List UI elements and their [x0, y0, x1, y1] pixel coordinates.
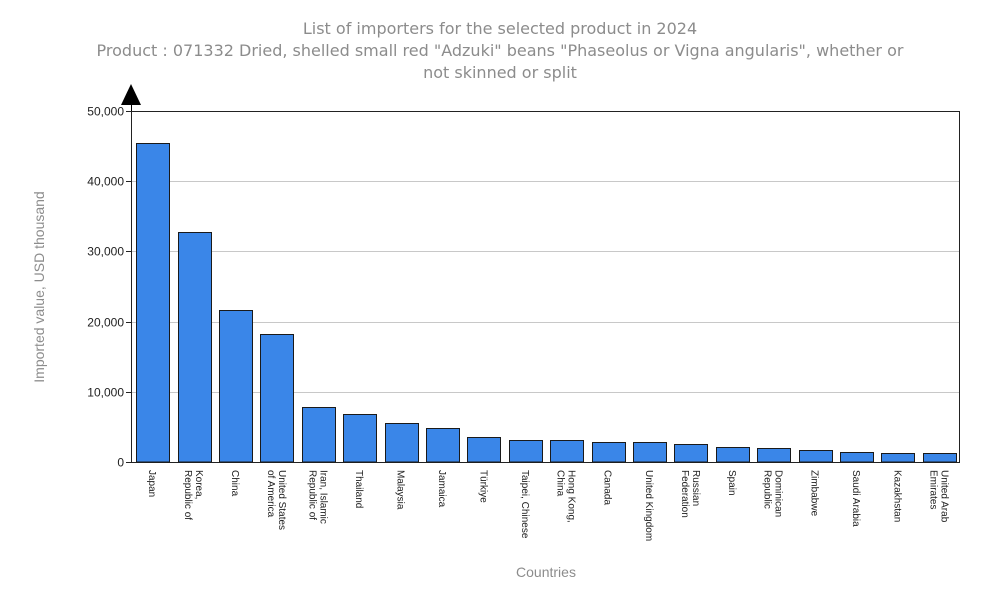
x-tick-label: Türkiye — [477, 470, 488, 503]
bar — [674, 444, 708, 463]
bar — [799, 450, 833, 463]
x-tick-label-line: Federation — [679, 470, 690, 518]
x-tick-label-line: Russian — [690, 470, 701, 506]
x-tick-label-line: Republic of — [182, 470, 193, 520]
bar — [716, 447, 750, 463]
x-tick-label-line: China — [229, 470, 240, 497]
bar — [219, 310, 253, 463]
x-tick-label-line: China — [555, 470, 566, 497]
x-tick-label: Zimbabwe — [809, 470, 820, 517]
chart-title: List of importers for the selected produ… — [302, 19, 698, 38]
x-tick-label-line: United Kingdom — [643, 470, 654, 541]
x-tick-label-line: Canada — [602, 470, 613, 505]
bar — [840, 452, 874, 463]
x-tick-label-line: Thailand — [353, 470, 364, 508]
y-tick-label: 20,000 — [87, 316, 124, 330]
x-tick-label: Thailand — [353, 470, 364, 508]
x-tick-label-line: Jamaica — [436, 470, 447, 508]
plot-frame — [131, 111, 960, 463]
y-tick-label: 50,000 — [87, 105, 124, 119]
bar — [757, 448, 791, 463]
y-tick-label: 10,000 — [87, 386, 124, 400]
x-tick-label-line: United Arab — [938, 470, 949, 523]
y-axis-label: Imported value, USD thousand — [31, 191, 47, 383]
x-tick-label-line: Kazakhstan — [891, 470, 902, 522]
bar — [385, 423, 419, 463]
x-tick-label-line: United States — [276, 470, 287, 530]
x-tick-label-line: Saudi Arabia — [850, 470, 861, 527]
x-tick-label-line: Iran, Islamic — [317, 470, 328, 524]
x-tick-label-line: Emirates — [927, 470, 938, 509]
x-tick-label-line: Malaysia — [395, 470, 406, 510]
y-tick-label: 0 — [117, 456, 124, 470]
bar — [923, 453, 957, 463]
bar — [426, 428, 460, 463]
y-tick-label: 30,000 — [87, 245, 124, 259]
bar — [509, 440, 543, 463]
x-tick-label-line: Türkiye — [477, 470, 488, 503]
chart-title-block: List of importers for the selected produ… — [0, 18, 1000, 84]
x-tick-label: Taipei, Chinese — [519, 470, 530, 539]
x-tick-label: Saudi Arabia — [850, 470, 861, 527]
bar — [550, 440, 584, 463]
bar — [343, 414, 377, 463]
x-tick-label-line: Hong Kong, — [566, 470, 577, 523]
x-tick-label: China — [229, 470, 240, 497]
x-tick-label: Hong Kong,China — [555, 470, 577, 523]
bar — [633, 442, 667, 463]
x-tick-label-line: Zimbabwe — [809, 470, 820, 517]
bar — [881, 453, 915, 463]
x-tick-label: United Kingdom — [643, 470, 654, 541]
x-tick-label-line: Spain — [726, 470, 737, 496]
x-tick-label: Spain — [726, 470, 737, 496]
x-tick-label: Jamaica — [436, 470, 447, 508]
x-tick-label-line: Republic of — [306, 470, 317, 520]
x-tick-label-line: Taipei, Chinese — [519, 470, 530, 539]
x-tick-label: Canada — [602, 470, 613, 505]
x-tick-label: Korea,Republic of — [182, 470, 204, 520]
x-tick-label-line: Dominican — [773, 470, 784, 517]
bar — [136, 143, 170, 463]
x-tick-label-line: Republic — [762, 470, 773, 509]
chart-subtitle-line-2: not skinned or split — [423, 63, 577, 82]
chart-subtitle-line-1: Product : 071332 Dried, shelled small re… — [96, 41, 904, 60]
bar — [302, 407, 336, 463]
bar — [467, 437, 501, 463]
y-axis-arrow-icon — [121, 84, 141, 105]
x-axis-label: Countries — [516, 564, 576, 580]
bar — [592, 442, 626, 463]
x-tick-label: Kazakhstan — [891, 470, 902, 522]
x-tick-label-line: of America — [265, 470, 276, 518]
x-tick-label: Malaysia — [395, 470, 406, 510]
bar — [178, 232, 212, 463]
x-tick-label-line: Korea, — [193, 470, 204, 499]
bar — [260, 334, 294, 463]
x-tick-label: Japan — [146, 470, 157, 497]
x-tick-label-line: Japan — [146, 470, 157, 497]
y-tick-label: 40,000 — [87, 175, 124, 189]
